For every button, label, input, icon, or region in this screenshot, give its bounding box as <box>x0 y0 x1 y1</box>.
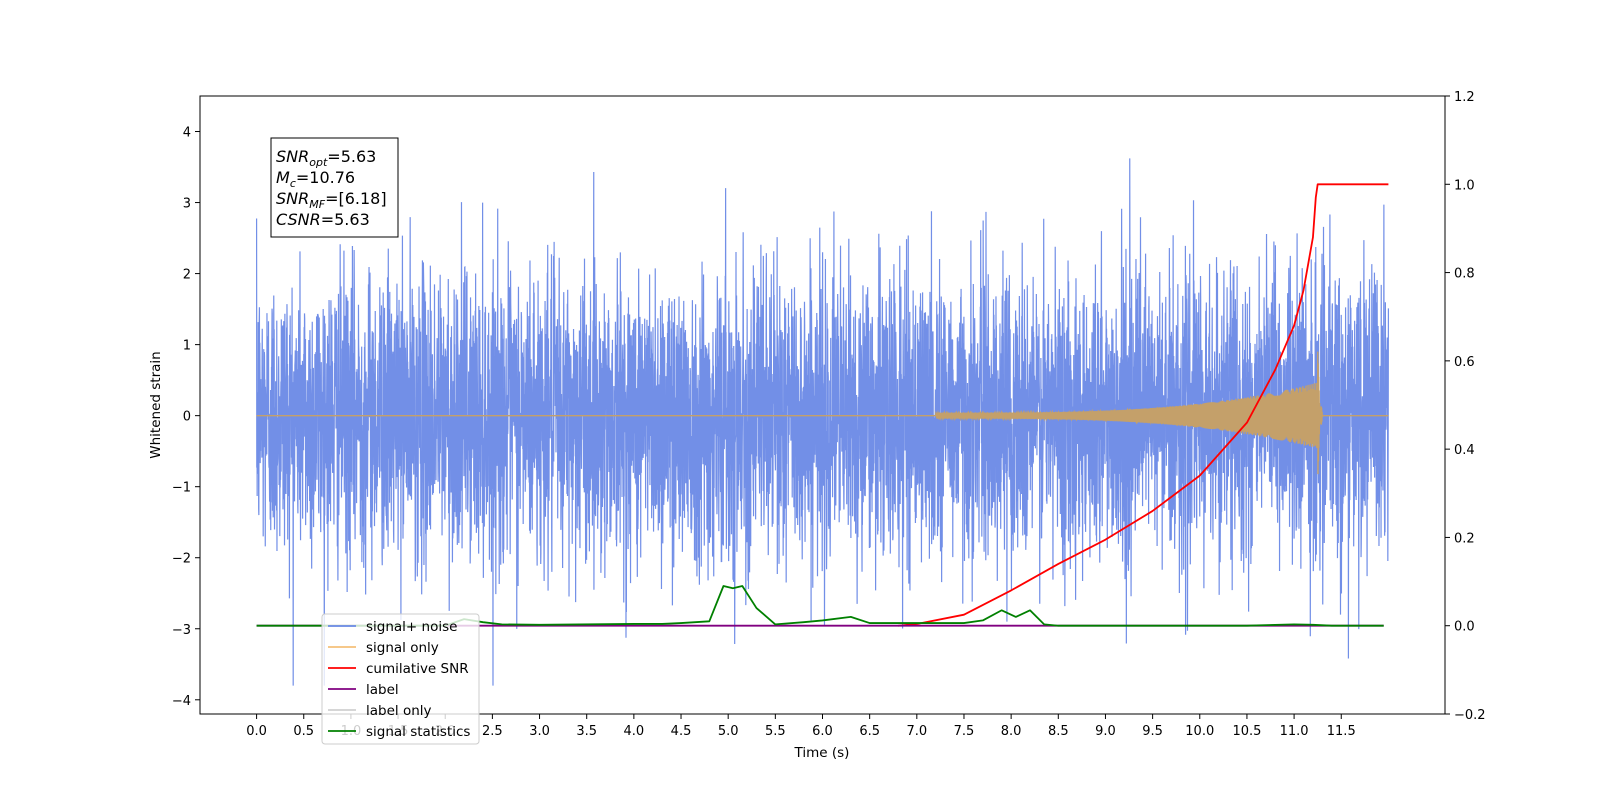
y-tick-label: 0 <box>183 410 191 425</box>
x-tick-label: 5.0 <box>718 724 739 739</box>
x-tick-label: 7.5 <box>954 724 975 739</box>
y2-tick-label: −0.2 <box>1454 708 1486 723</box>
x-tick-label: 9.0 <box>1095 724 1116 739</box>
legend-label: cumilative SNR <box>366 661 469 677</box>
y-tick-label: 4 <box>183 126 191 141</box>
legend-label: signal statistics <box>366 724 470 740</box>
x-tick-label: 8.5 <box>1048 724 1069 739</box>
legend-frame <box>321 613 480 745</box>
y-tick-label: −4 <box>172 694 191 709</box>
series-layer <box>255 158 1390 686</box>
x-tick-label: 2.5 <box>482 724 503 739</box>
annotation-line: Mc=10.76 <box>276 168 355 190</box>
legend-label: label <box>366 682 399 698</box>
y-tick-label: −3 <box>172 623 191 638</box>
y-tick-label: −2 <box>172 552 191 567</box>
x-tick-label: 5.5 <box>765 724 786 739</box>
y2-tick-label: 0.4 <box>1454 443 1475 458</box>
y-tick-label: 2 <box>183 268 191 283</box>
x-tick-label: 7.0 <box>906 724 927 739</box>
y-axis-label: Whitened strain <box>148 351 164 458</box>
x-tick-label: 3.5 <box>576 724 597 739</box>
x-tick-label: 6.5 <box>859 724 880 739</box>
series-cumilative-snr <box>897 183 1389 627</box>
y2-tick-label: 0.6 <box>1454 355 1475 370</box>
y-axis-right: 1.2 1.0 0.8 0.6 0.4 0.2 0.0 −0.2 <box>1445 90 1486 723</box>
x-tick-label: 3.0 <box>529 724 550 739</box>
y-tick-label: 3 <box>183 197 191 212</box>
y2-tick-label: 0.8 <box>1454 267 1475 282</box>
legend-label: signal+ noise <box>366 619 457 635</box>
x-tick-label: 11.0 <box>1280 724 1309 739</box>
y2-tick-label: 1.0 <box>1454 178 1475 193</box>
x-tick-label: 6.0 <box>812 724 833 739</box>
annotation-line: SNRopt=5.63 <box>276 147 376 169</box>
x-tick-label: 10.0 <box>1185 724 1214 739</box>
y2-tick-label: 0.0 <box>1454 620 1475 635</box>
series-signal-plus-noise <box>255 158 1390 686</box>
x-tick-label: 0.5 <box>293 724 314 739</box>
series-signal-only <box>256 351 1389 475</box>
y2-tick-label: 1.2 <box>1454 90 1475 105</box>
x-tick-label: 9.5 <box>1142 724 1163 739</box>
x-tick-label: 10.5 <box>1232 724 1261 739</box>
x-axis-label: Time (s) <box>794 745 850 761</box>
legend-label: signal only <box>366 640 439 656</box>
y-tick-label: 1 <box>183 339 191 354</box>
y-axis-left: 4 3 2 1 0 −1 −2 −3 −4 <box>172 126 200 709</box>
series-signal-statistics <box>256 585 1384 627</box>
legend-label: label only <box>366 703 432 719</box>
annotation-line: CSNR=5.63 <box>276 210 370 229</box>
x-tick-label: 11.5 <box>1327 724 1356 739</box>
x-tick-label: 4.0 <box>624 724 645 739</box>
x-tick-label: 8.0 <box>1001 724 1022 739</box>
annotation-line: SNRMF=[6.18] <box>276 189 387 211</box>
legend: signal+ noise signal only cumilative SNR la… <box>321 613 480 745</box>
annotation-frame <box>270 137 399 238</box>
y2-tick-label: 0.2 <box>1454 531 1475 546</box>
x-tick-label: 4.5 <box>671 724 692 739</box>
x-tick-label: 0.0 <box>246 724 267 739</box>
y-tick-label: −1 <box>172 481 191 496</box>
